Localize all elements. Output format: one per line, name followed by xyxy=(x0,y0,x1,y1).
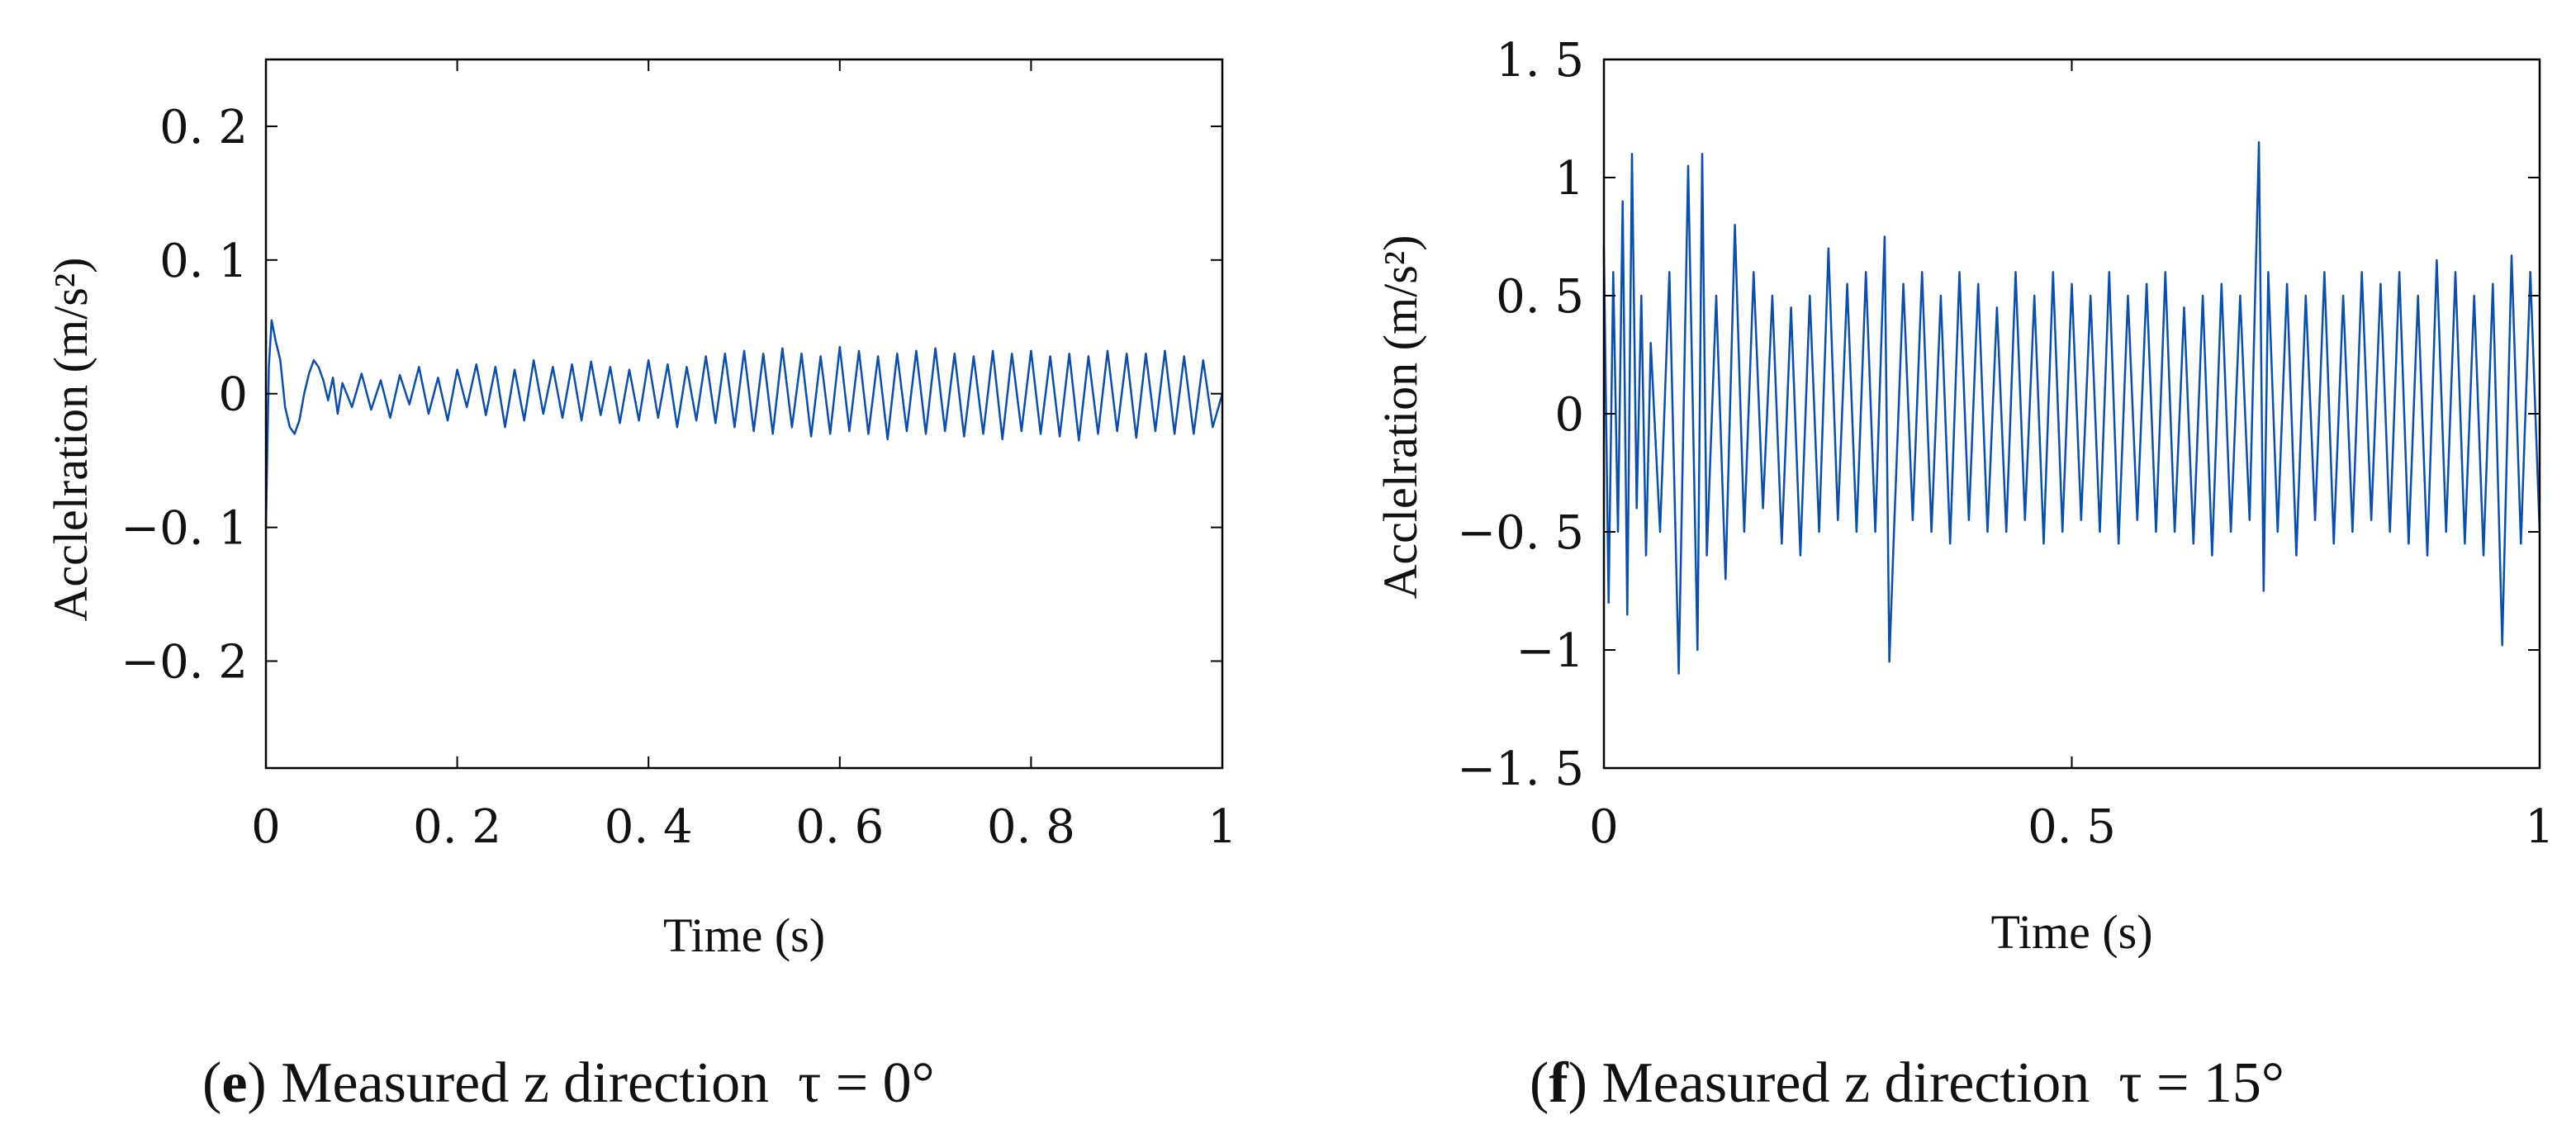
caption-f: (f) Measured z direction τ = 15° xyxy=(1530,1051,2284,1115)
x-tick-label-f: 0. 5 xyxy=(2028,800,2116,854)
plot-frame-e xyxy=(264,58,1224,770)
y-axis-title-e: Acclelration (m/s²) xyxy=(44,258,97,622)
caption-e-math: τ = 0° xyxy=(798,1051,935,1115)
x-axis-title-e: Time (s) xyxy=(663,908,825,962)
y-tick-label-f: 0 xyxy=(1554,388,1584,442)
y-tick-label-f: −0. 5 xyxy=(1457,506,1584,560)
y-tick-label-e: −0. 2 xyxy=(121,635,248,689)
y-tick-label-e: 0. 2 xyxy=(159,101,248,154)
x-tick-label-e: 0 xyxy=(251,800,281,854)
y-tick-label-f: 0. 5 xyxy=(1496,270,1584,324)
x-axis-title-f: Time (s) xyxy=(1990,905,2152,959)
chart-e: 0 0. 2 0. 4 0. 6 0. 8 1 −0. 2 −0. 1 0 0. 1 0. 2 Tim… xyxy=(44,58,1237,962)
x-tick-label-e: 0. 4 xyxy=(605,800,693,854)
y-tick-label-e: 0. 1 xyxy=(159,235,248,288)
caption-e-text: Measured z direction xyxy=(281,1051,770,1115)
caption-e: (e) Measured z direction τ = 0° xyxy=(202,1051,935,1115)
series-line-f xyxy=(1602,140,2541,675)
x-tick-label-e: 0. 6 xyxy=(795,800,884,854)
y-tick-label-e: 0 xyxy=(218,368,248,422)
x-tick-label-f: 1 xyxy=(2525,800,2555,854)
y-tick-label-f: 1. 5 xyxy=(1496,34,1584,88)
caption-f-label: f xyxy=(1549,1051,1568,1115)
x-tick-label-f: 0 xyxy=(1589,800,1619,854)
y-axis-title-f: Acclelration (m/s²) xyxy=(1373,235,1427,600)
y-tick-label-f: 1 xyxy=(1554,152,1584,206)
caption-e-label: e xyxy=(221,1051,248,1115)
x-tick-label-e: 1 xyxy=(1207,800,1237,854)
plot-frame-f xyxy=(1602,58,2541,770)
y-tick-label-f: −1. 5 xyxy=(1457,742,1584,796)
y-tick-label-f: −1 xyxy=(1516,624,1584,678)
series-line-e xyxy=(264,319,1224,528)
caption-f-math: τ = 15° xyxy=(2118,1051,2284,1115)
caption-f-text: Measured z direction xyxy=(1601,1051,2090,1115)
x-tick-label-e: 0. 2 xyxy=(413,800,501,854)
y-tick-label-e: −0. 1 xyxy=(121,502,248,556)
x-tick-label-e: 0. 8 xyxy=(987,800,1075,854)
